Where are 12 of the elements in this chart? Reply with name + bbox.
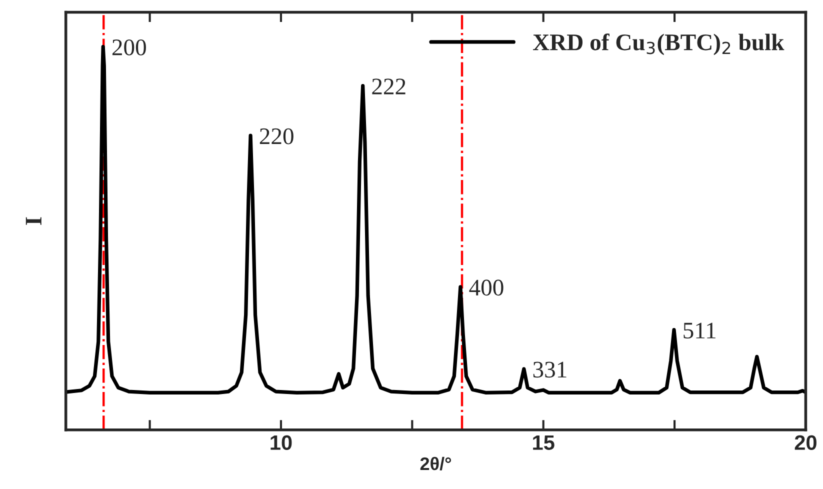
annotation: 220 bbox=[260, 128, 294, 144]
x-tick-label: 20 bbox=[794, 435, 816, 450]
annotation: 511 bbox=[684, 322, 716, 339]
annotation: 400 bbox=[469, 280, 504, 296]
legend-label: XRD of Cu$_{3}$(BTC)$_{2}$ bulk bbox=[532, 33, 784, 56]
x-tick-label: 15 bbox=[533, 435, 554, 450]
annotation: 331 bbox=[533, 362, 566, 378]
x-axis-title: 2θ/° bbox=[420, 456, 452, 470]
annotation: 222 bbox=[372, 78, 406, 94]
y-axis-title: I bbox=[26, 217, 42, 225]
x-tick-label: 10 bbox=[270, 435, 292, 450]
annotation: 200 bbox=[112, 39, 146, 56]
